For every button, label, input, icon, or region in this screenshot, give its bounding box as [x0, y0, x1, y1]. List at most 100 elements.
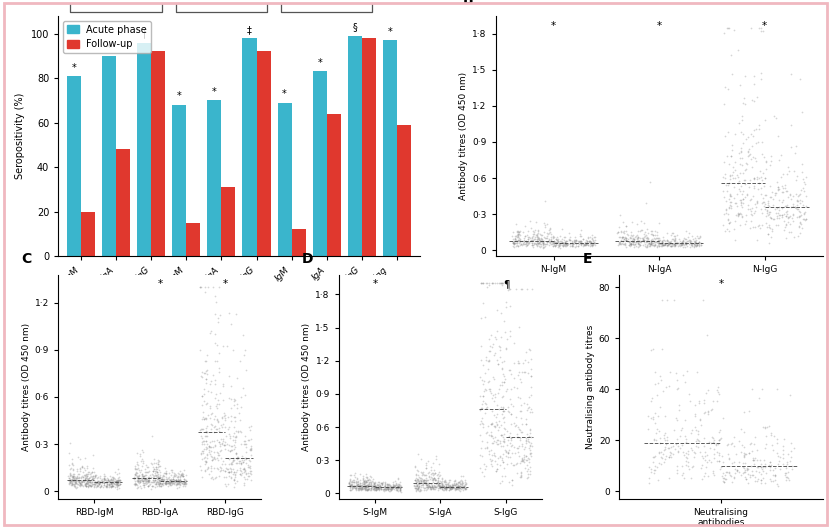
Point: [645, 227, 658, 235]
Point: [508, 338, 521, 347]
Point: [63, 470, 76, 478]
Point: [727, 473, 740, 482]
Text: *: *: [656, 21, 661, 31]
Point: [686, 462, 700, 470]
Point: [149, 469, 162, 477]
Point: [484, 386, 497, 395]
Point: [717, 210, 730, 218]
Point: [540, 229, 553, 238]
Point: [672, 239, 686, 247]
Point: [102, 480, 116, 488]
Point: [106, 477, 119, 486]
Point: [82, 477, 96, 485]
Point: [519, 240, 532, 248]
Point: [138, 475, 151, 484]
Point: [207, 437, 220, 445]
Point: [427, 480, 440, 489]
Point: [655, 240, 668, 248]
Point: [588, 239, 601, 247]
Point: [365, 473, 378, 481]
Point: [688, 239, 701, 248]
Point: [156, 471, 170, 479]
Point: [508, 240, 521, 249]
Point: [772, 132, 785, 140]
Point: [343, 471, 356, 479]
Point: [652, 427, 666, 435]
Point: [459, 484, 472, 493]
Point: [440, 483, 454, 492]
Point: [736, 195, 750, 203]
Point: [65, 459, 78, 468]
Point: [159, 473, 172, 481]
Point: [676, 468, 690, 477]
Point: [228, 475, 241, 484]
Point: [537, 239, 550, 248]
Point: [374, 479, 387, 487]
Point: [455, 472, 468, 480]
Point: [515, 455, 529, 463]
Point: [94, 472, 107, 480]
Point: [666, 240, 679, 248]
Point: [645, 397, 658, 406]
Point: [726, 163, 740, 171]
Point: [765, 441, 778, 449]
Point: [430, 480, 443, 488]
Point: [394, 483, 407, 491]
Point: [419, 460, 432, 469]
Point: [719, 227, 732, 235]
Point: [623, 240, 637, 248]
Point: [569, 242, 583, 250]
Point: [178, 479, 191, 488]
Point: [371, 484, 385, 492]
Point: [754, 456, 767, 464]
Point: [211, 314, 224, 323]
Point: [724, 172, 737, 180]
Point: [447, 478, 460, 487]
Point: [735, 212, 749, 220]
Point: [688, 239, 701, 248]
Point: [76, 482, 90, 491]
Point: [237, 384, 250, 392]
Point: [649, 237, 662, 246]
Point: [109, 477, 122, 486]
Point: [764, 208, 777, 216]
Point: [81, 477, 94, 486]
Point: [522, 393, 535, 401]
Point: [459, 480, 472, 488]
Point: [629, 241, 642, 250]
Point: [449, 479, 462, 487]
Point: [344, 482, 357, 490]
Point: [529, 218, 543, 226]
Point: [486, 438, 499, 447]
Point: [378, 483, 391, 492]
Point: [101, 480, 114, 488]
Point: [238, 467, 251, 475]
Point: [776, 184, 789, 192]
Point: [222, 441, 235, 449]
Point: [523, 429, 536, 437]
Point: [723, 175, 736, 184]
Point: [511, 444, 524, 452]
Point: [451, 484, 465, 493]
Point: [229, 438, 242, 447]
Point: [735, 201, 748, 209]
Point: [530, 232, 543, 240]
Point: [432, 460, 445, 468]
Point: [420, 476, 433, 484]
Point: [691, 367, 704, 376]
Point: [365, 479, 378, 488]
Point: [579, 238, 593, 247]
Point: [664, 238, 677, 246]
Point: [212, 417, 225, 426]
Point: [668, 241, 681, 249]
Point: [506, 238, 519, 246]
Point: [426, 478, 440, 486]
Point: [410, 486, 423, 495]
Point: [148, 454, 161, 463]
Point: [391, 483, 404, 491]
Point: [144, 458, 157, 467]
Point: [111, 478, 124, 487]
Point: [225, 441, 238, 450]
Point: [164, 476, 177, 484]
Point: [359, 485, 372, 494]
